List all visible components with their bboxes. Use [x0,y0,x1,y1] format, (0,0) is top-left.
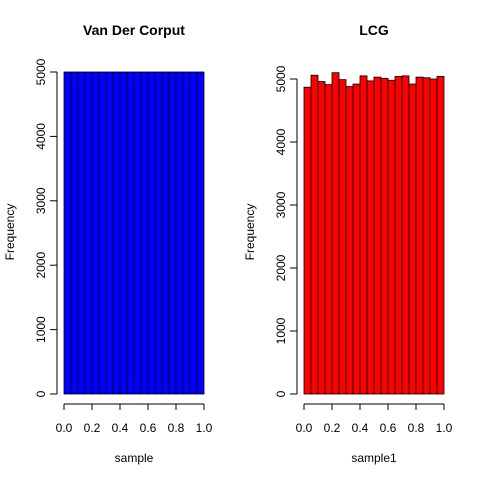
x-tick-label: 0.8 [168,421,185,435]
x-axis-label: sample1 [351,451,397,465]
histogram-bar [112,71,121,395]
histogram-bar [175,71,184,395]
y-axis-label: Frequency [3,204,17,261]
histogram-bar [147,71,156,395]
y-tick-label: 5000 [274,65,288,92]
histogram-bar [422,77,431,395]
x-tick-label: 0.4 [112,421,129,435]
histogram-bar [84,71,93,395]
x-tick-label: 0.2 [84,421,101,435]
histogram-bar [98,71,107,395]
histogram-bar [126,71,135,395]
x-tick-label: 0.6 [140,421,157,435]
histogram-bar [366,80,375,395]
histogram-bar [303,86,312,395]
histogram-bar [380,77,389,395]
y-tick-label: 3000 [274,191,288,218]
histogram-bar [345,86,354,395]
histogram-bar [373,76,382,395]
y-tick-label: 0 [274,390,288,397]
histogram-bar [394,76,403,395]
histogram-bar [168,71,177,395]
histogram-bar [196,71,205,395]
histogram-bar [310,74,319,395]
y-tick-label: 2000 [274,254,288,281]
histogram-bar [401,75,410,395]
bars [63,71,205,395]
y-tick-label: 5000 [34,58,48,85]
histogram-bar [77,71,86,395]
x-tick-label: 1.0 [196,421,213,435]
x-ticks: 0.0 0.2 0.4 0.6 0.8 1.0 [296,404,453,435]
x-tick-label: 0.0 [296,421,313,435]
x-tick-label: 0.2 [324,421,341,435]
histogram-bar [387,79,396,395]
histogram-bar [359,75,368,395]
y-tick-label: 4000 [274,128,288,155]
y-tick-label: 0 [34,390,48,397]
histogram-bar [436,76,445,395]
y-ticks: 0 1000 2000 3000 4000 5000 [34,58,57,397]
histogram-bar [154,71,163,395]
chart-title: Van Der Corput [83,22,185,38]
histogram-bar [133,71,142,395]
x-tick-label: 0.8 [408,421,425,435]
histogram-bar [70,71,79,395]
x-ticks: 0.0 0.2 0.4 0.6 0.8 1.0 [56,404,213,435]
x-tick-label: 0.4 [352,421,369,435]
histogram-bar [352,83,361,395]
histogram-bar [331,72,340,395]
chart-title: LCG [359,22,389,38]
histogram-bar [338,79,347,395]
histogram-bar [317,81,326,395]
histogram-bar [91,71,100,395]
histogram-bar [408,83,417,395]
y-tick-label: 1000 [34,316,48,343]
x-tick-label: 0.0 [56,421,73,435]
y-ticks: 0 1000 2000 3000 4000 5000 [274,65,297,397]
histogram-bar [182,71,191,395]
y-tick-label: 4000 [34,123,48,150]
histogram-bar [119,71,128,395]
histogram-bar [415,76,424,395]
histogram-bar [63,71,72,395]
y-tick-label: 3000 [34,187,48,214]
y-tick-label: 2000 [34,252,48,279]
x-tick-label: 0.6 [380,421,397,435]
x-tick-label: 1.0 [436,421,453,435]
histogram-bar [140,71,149,395]
x-axis-label: sample [115,451,154,465]
histogram-bar [429,78,438,395]
y-axis-label: Frequency [243,204,257,261]
histogram-bar [161,71,170,395]
histogram-bar [189,71,198,395]
bars [303,72,445,395]
histogram-bar [324,84,333,395]
y-tick-label: 1000 [274,317,288,344]
histogram-bar [105,71,114,395]
panel-van-der-corput: Van Der Corput 0 1000 2000 3000 4000 5000 0.0… [3,22,213,465]
